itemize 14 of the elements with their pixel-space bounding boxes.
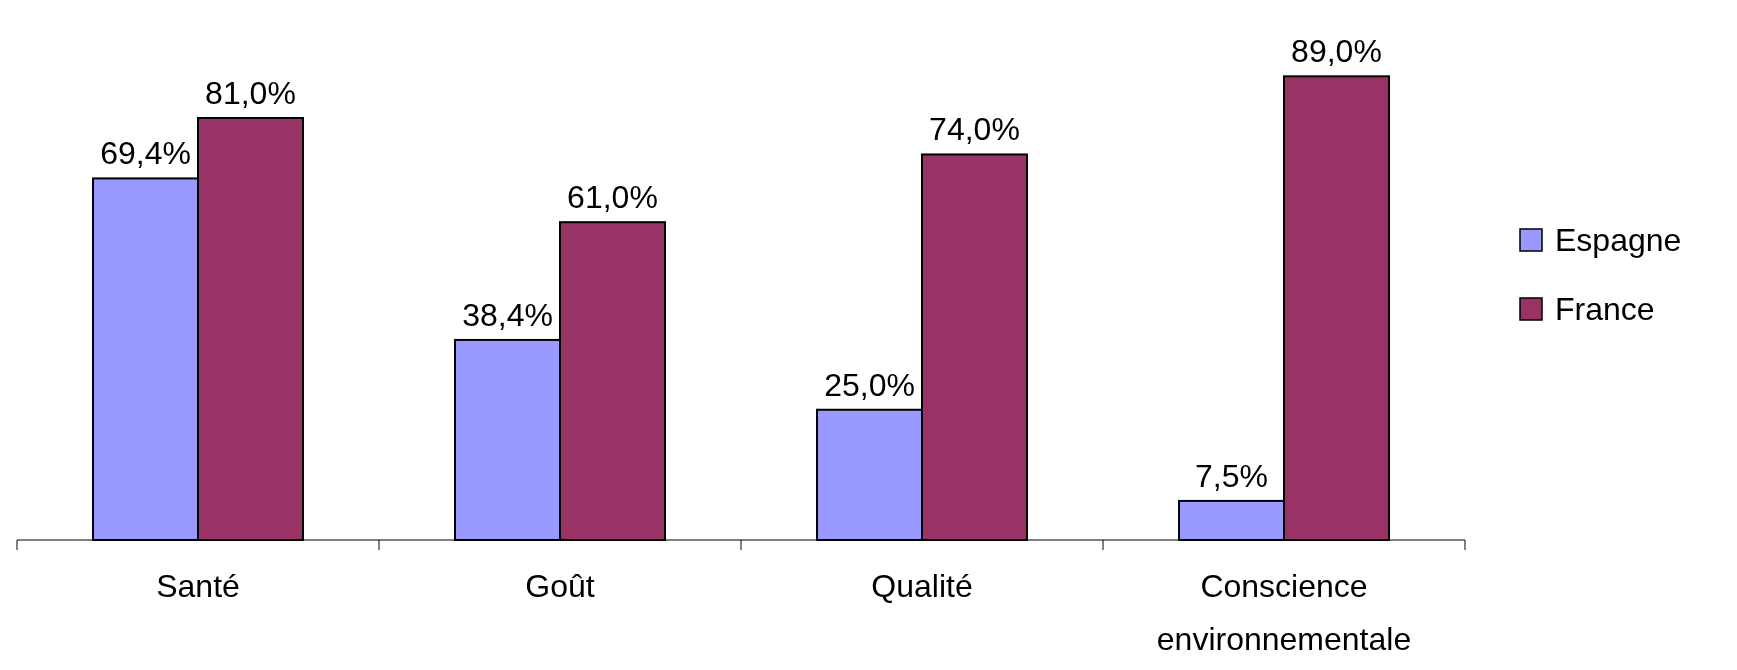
data-label: 81,0%: [205, 74, 296, 111]
data-label: 89,0%: [1291, 33, 1382, 70]
x-tick-label: Goût: [525, 568, 595, 604]
x-tick-label: Santé: [156, 568, 240, 604]
data-label: 38,4%: [462, 296, 553, 333]
data-label: 25,0%: [824, 366, 915, 403]
data-label: 74,0%: [929, 111, 1020, 148]
legend-label: Espagne: [1555, 222, 1682, 258]
data-label: 7,5%: [1195, 457, 1268, 494]
data-label: 69,4%: [100, 135, 191, 172]
x-tick-label: Qualité: [871, 568, 973, 604]
x-tick-label: Conscience environnementale: [1156, 568, 1412, 657]
legend-label: France: [1555, 291, 1655, 327]
data-label: 61,0%: [567, 179, 658, 216]
